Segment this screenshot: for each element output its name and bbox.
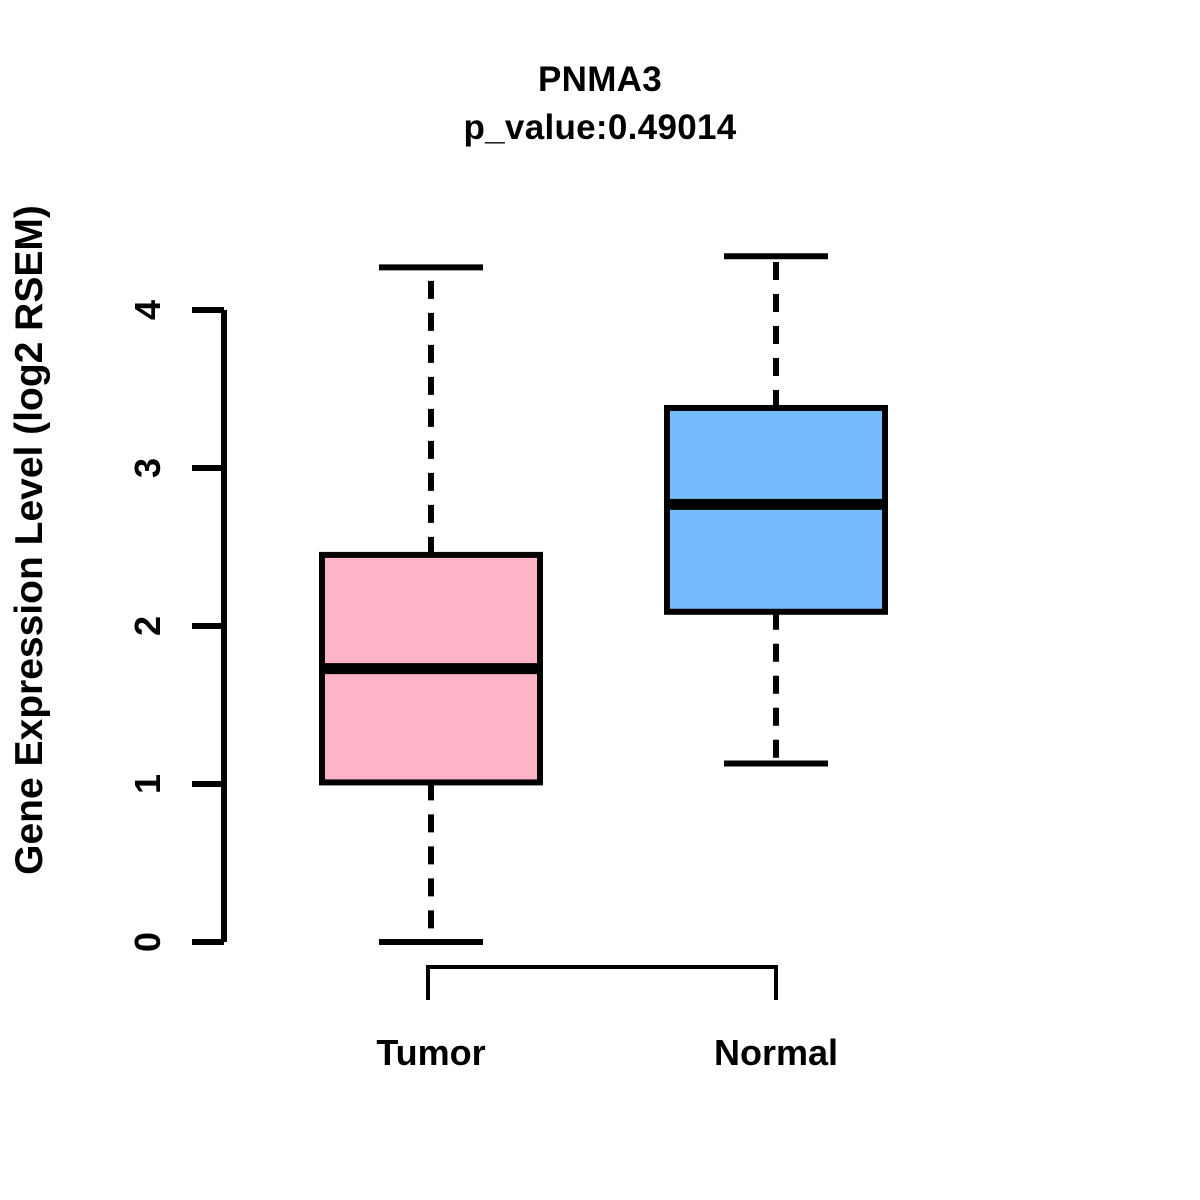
- x-axis-bracket: [426, 965, 778, 1000]
- y-tick-label-3: 3: [127, 457, 168, 479]
- x-tick-label-normal: Normal: [713, 1032, 839, 1073]
- box-group-tumor[interactable]: [319, 264, 543, 945]
- y-tick-label-2: 2: [127, 615, 168, 637]
- y-tick-label-0: 0: [127, 931, 168, 953]
- y-tick-label-4: 4: [127, 299, 168, 321]
- box-normal[interactable]: [664, 404, 888, 615]
- box-group-normal[interactable]: [664, 253, 888, 767]
- x-tick-label-tumor: Tumor: [376, 1032, 486, 1073]
- y-tick-label-1: 1: [127, 773, 168, 795]
